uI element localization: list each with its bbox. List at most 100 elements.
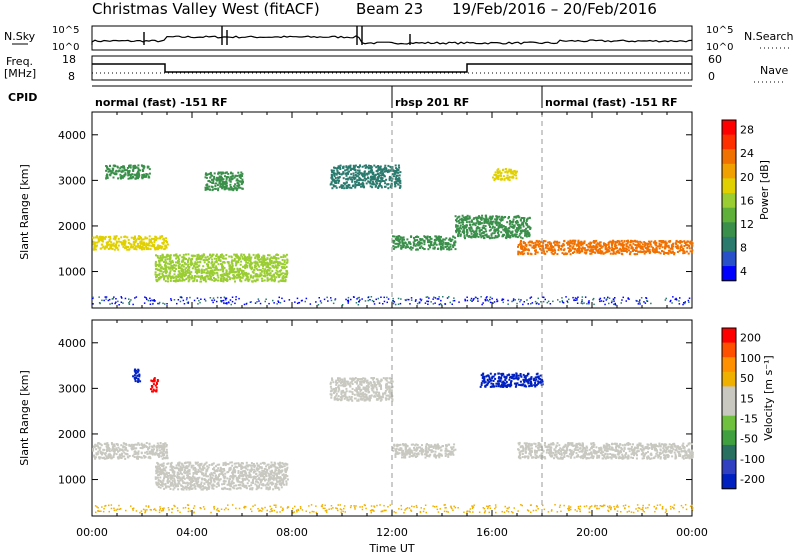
data-cell bbox=[214, 261, 216, 263]
data-cell bbox=[252, 487, 254, 489]
data-cell bbox=[430, 243, 432, 245]
data-cell bbox=[470, 231, 472, 233]
data-cell bbox=[195, 262, 197, 264]
colorbar-tick-label: 24 bbox=[740, 147, 754, 160]
data-cell bbox=[170, 298, 172, 300]
data-cell bbox=[167, 244, 169, 246]
data-cell bbox=[169, 270, 171, 272]
data-cell bbox=[214, 299, 216, 301]
data-cell bbox=[599, 299, 601, 301]
data-cell bbox=[113, 444, 115, 446]
data-cell bbox=[503, 175, 505, 177]
data-cell bbox=[636, 249, 638, 251]
data-cell bbox=[458, 301, 460, 303]
data-cell bbox=[242, 266, 244, 268]
data-cell bbox=[539, 248, 541, 250]
data-cell bbox=[276, 483, 278, 485]
data-cell bbox=[516, 227, 518, 229]
data-cell bbox=[638, 303, 640, 305]
data-cell bbox=[165, 280, 167, 282]
data-cell bbox=[124, 458, 126, 460]
data-cell bbox=[127, 454, 129, 456]
data-cell bbox=[445, 242, 447, 244]
data-cell bbox=[229, 184, 231, 186]
data-cell bbox=[466, 229, 468, 231]
data-cell bbox=[572, 240, 574, 242]
data-cell bbox=[478, 222, 480, 224]
data-cell bbox=[378, 298, 380, 300]
data-cell bbox=[621, 299, 623, 301]
data-cell bbox=[228, 481, 230, 483]
data-cell bbox=[318, 304, 320, 306]
data-cell bbox=[193, 473, 195, 475]
data-cell bbox=[164, 303, 166, 305]
data-cell bbox=[241, 271, 243, 273]
data-cell bbox=[163, 457, 165, 459]
data-cell bbox=[165, 237, 167, 239]
data-cell bbox=[191, 467, 193, 469]
data-cell bbox=[637, 243, 639, 245]
data-cell bbox=[409, 247, 411, 249]
data-cell bbox=[672, 296, 674, 298]
data-cell bbox=[228, 256, 230, 258]
data-cell bbox=[178, 259, 180, 261]
data-cell bbox=[205, 176, 207, 178]
data-cell bbox=[377, 168, 379, 170]
data-cell bbox=[477, 217, 479, 219]
data-cell bbox=[203, 271, 205, 273]
data-cell bbox=[95, 237, 97, 239]
data-cell bbox=[601, 300, 603, 302]
data-cell bbox=[146, 446, 148, 448]
data-cell bbox=[223, 300, 225, 302]
data-cell bbox=[265, 299, 267, 301]
data-cell bbox=[144, 452, 146, 454]
data-cell bbox=[122, 447, 124, 449]
data-cell bbox=[354, 181, 356, 183]
data-cell bbox=[517, 224, 519, 226]
data-cell bbox=[461, 219, 463, 221]
data-cell bbox=[118, 245, 120, 247]
data-cell bbox=[433, 297, 435, 299]
data-cell bbox=[483, 237, 485, 239]
data-cell bbox=[116, 449, 118, 451]
data-cell bbox=[476, 297, 478, 299]
data-cell bbox=[146, 237, 148, 239]
data-cell bbox=[321, 302, 323, 304]
data-cell bbox=[205, 184, 207, 186]
data-cell bbox=[231, 304, 233, 306]
data-cell bbox=[507, 300, 509, 302]
data-cell bbox=[525, 222, 527, 224]
data-cell bbox=[397, 237, 399, 239]
data-cell bbox=[491, 235, 493, 237]
data-cell bbox=[208, 186, 210, 188]
data-cell bbox=[240, 484, 242, 486]
data-cell bbox=[206, 268, 208, 270]
data-cell bbox=[566, 242, 568, 244]
data-cell bbox=[405, 247, 407, 249]
data-cell bbox=[379, 184, 381, 186]
data-cell bbox=[235, 187, 237, 189]
data-cell bbox=[262, 258, 264, 260]
data-cell bbox=[242, 274, 244, 276]
data-cell bbox=[210, 297, 212, 299]
data-cell bbox=[347, 166, 349, 168]
data-cell bbox=[490, 218, 492, 220]
data-cell bbox=[172, 480, 174, 482]
data-cell bbox=[238, 258, 240, 260]
data-cell bbox=[263, 260, 265, 262]
data-cell bbox=[397, 246, 399, 248]
data-cell bbox=[232, 301, 234, 303]
data-cell bbox=[547, 245, 549, 247]
data-cell bbox=[211, 182, 213, 184]
data-cell bbox=[621, 249, 623, 251]
data-cell bbox=[191, 255, 193, 257]
data-cell bbox=[621, 302, 623, 304]
data-cell bbox=[455, 215, 457, 217]
data-cell bbox=[365, 300, 367, 302]
noise-left-tick-top: 10^5 bbox=[52, 25, 79, 36]
data-cell bbox=[634, 253, 636, 255]
data-cell bbox=[632, 250, 634, 252]
data-cell bbox=[613, 304, 615, 306]
data-cell bbox=[160, 270, 162, 272]
data-cell bbox=[629, 244, 631, 246]
